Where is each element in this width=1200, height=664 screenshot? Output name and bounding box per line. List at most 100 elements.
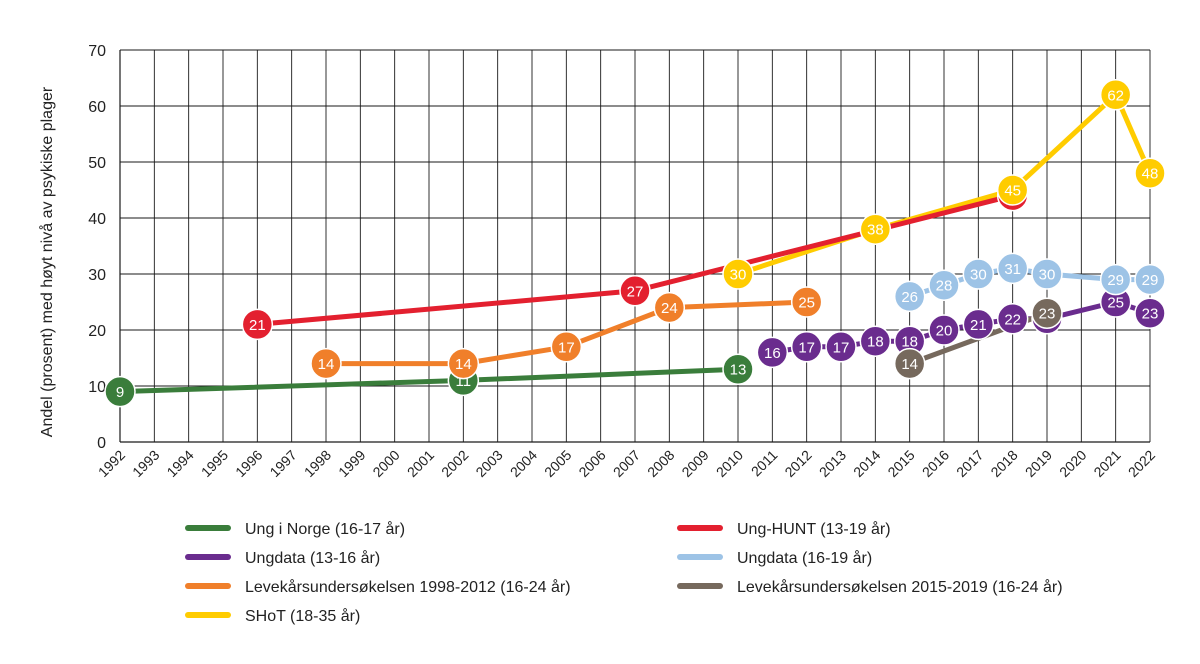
data-label: 18 <box>867 334 884 351</box>
y-tick-label: 0 <box>97 435 106 452</box>
data-point <box>756 336 789 369</box>
x-tick-label: 2011 <box>748 447 781 480</box>
data-point <box>310 347 342 380</box>
data-label: 13 <box>730 362 747 379</box>
data-point <box>1099 79 1132 111</box>
data-label: 22 <box>1004 311 1021 328</box>
data-point <box>928 314 960 346</box>
data-label: 48 <box>1142 166 1159 183</box>
data-label: 26 <box>901 289 918 306</box>
data-label: 9 <box>116 384 124 401</box>
data-point <box>790 331 823 363</box>
x-tick-label: 2001 <box>404 447 437 480</box>
legend-entry: Ungdata (16-19 år) <box>737 549 872 567</box>
data-label: 16 <box>764 345 781 362</box>
data-point <box>1031 258 1063 290</box>
y-tick-label: 70 <box>88 43 106 60</box>
data-label: 18 <box>901 334 918 351</box>
legend-entry: Ung-HUNT (13-19 år) <box>737 520 891 538</box>
data-label: 30 <box>970 267 987 284</box>
grid <box>120 49 1151 442</box>
y-axis-label: Andel (prosent) med høyt nivå av psykisk… <box>38 86 56 437</box>
data-point <box>996 174 1029 206</box>
legend-entry: Levekårsundersøkelsen 2015-2019 (16-24 å… <box>737 578 1063 596</box>
x-tick-label: 2017 <box>953 447 986 480</box>
data-label: 14 <box>901 356 918 373</box>
y-tick-label: 30 <box>88 267 106 284</box>
x-tick-label: 2010 <box>713 447 746 480</box>
legend: Ung i Norge (16-17 år) Ung-HUNT (13-19 år… <box>185 520 1063 625</box>
data-point <box>550 331 583 363</box>
x-tick-label: 2013 <box>816 447 849 480</box>
data-point <box>1099 263 1132 296</box>
x-tick-label: 2006 <box>575 447 608 480</box>
x-tick-label: 2015 <box>884 447 917 480</box>
data-point <box>962 258 995 290</box>
y-tick-label: 20 <box>88 323 106 340</box>
legend-entry: Levekårsundersøkelsen 1998-2012 (16-24 å… <box>245 578 571 596</box>
data-label: 24 <box>661 300 678 317</box>
data-point <box>790 286 823 318</box>
x-tick-label: 2004 <box>507 447 540 480</box>
data-point <box>447 347 480 380</box>
data-point <box>1134 263 1166 296</box>
data-point <box>104 375 136 408</box>
x-tick-label: 1998 <box>301 447 334 480</box>
x-tick-label: 2021 <box>1090 447 1123 480</box>
legend-entry: Ung i Norge (16-17 år) <box>245 520 405 538</box>
y-tick-label: 60 <box>88 99 106 116</box>
y-tick-label: 50 <box>88 155 106 172</box>
data-label: 21 <box>249 317 266 334</box>
data-point <box>1031 297 1063 329</box>
data-point <box>962 308 995 341</box>
data-label: 14 <box>455 356 472 373</box>
data-label: 30 <box>1039 267 1056 284</box>
legend-entry: SHoT (18-35 år) <box>245 607 360 625</box>
x-tick-label: 2008 <box>644 447 677 480</box>
y-tick-label: 10 <box>88 379 106 396</box>
data-point <box>996 252 1029 285</box>
data-point <box>893 347 926 380</box>
data-label: 29 <box>1107 272 1124 289</box>
data-point <box>825 331 857 363</box>
data-label: 17 <box>798 339 815 356</box>
data-point <box>722 353 754 385</box>
x-tick-label: 2000 <box>369 447 402 480</box>
data-point <box>996 303 1029 335</box>
x-tick-label: 1993 <box>129 447 162 480</box>
data-label: 17 <box>833 339 850 356</box>
data-label: 28 <box>936 278 953 295</box>
data-label: 38 <box>867 222 884 239</box>
data-label: 25 <box>798 295 815 312</box>
x-tick-label: 1996 <box>232 447 265 480</box>
data-label: 23 <box>1039 306 1056 323</box>
data-label: 23 <box>1142 306 1159 323</box>
x-axis-ticks: 1992 1993 1994 1995 1996 1997 1998 1999 2000 2001… <box>95 447 1158 480</box>
x-tick-label: 2018 <box>987 447 1020 480</box>
data-point <box>619 275 651 307</box>
data-label: 27 <box>627 283 644 300</box>
x-tick-label: 2002 <box>438 447 471 480</box>
data-label: 45 <box>1004 183 1021 200</box>
data-point <box>859 213 892 245</box>
x-tick-label: 1995 <box>198 447 231 480</box>
data-label: 25 <box>1107 295 1124 312</box>
x-tick-label: 2005 <box>541 447 574 480</box>
data-point <box>859 325 892 357</box>
data-label: 31 <box>1004 261 1021 278</box>
x-tick-label: 2016 <box>919 447 952 480</box>
x-tick-label: 1999 <box>335 447 368 480</box>
legend-entry: Ungdata (13-16 år) <box>245 549 380 567</box>
x-tick-label: 1997 <box>266 447 299 480</box>
x-tick-label: 2003 <box>472 447 505 480</box>
data-label: 21 <box>970 317 987 334</box>
data-point <box>241 308 274 341</box>
data-label: 17 <box>558 339 575 356</box>
data-point <box>893 280 926 313</box>
y-axis-ticks: 0 10 20 30 40 50 60 70 <box>88 43 106 452</box>
x-tick-label: 1994 <box>163 447 196 480</box>
data-point <box>928 269 960 301</box>
x-tick-label: 2022 <box>1125 447 1158 480</box>
